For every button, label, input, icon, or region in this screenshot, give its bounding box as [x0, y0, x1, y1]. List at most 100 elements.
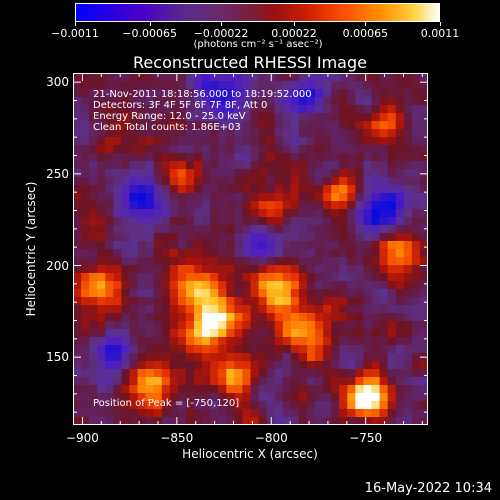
heatmap-cell: [371, 129, 381, 138]
heatmap-cell: [202, 281, 211, 290]
heatmap-cell: [129, 417, 139, 425]
heatmap-cell: [202, 185, 211, 194]
heatmap-cell: [363, 305, 373, 314]
heatmap-cell: [129, 313, 139, 322]
colorbar-tick-label: 0.00022: [271, 27, 317, 40]
heatmap-cell: [371, 273, 381, 282]
heatmap-cell: [218, 145, 227, 154]
heatmap-cell: [242, 105, 252, 114]
heatmap-cell: [411, 177, 421, 186]
heatmap-cell: [282, 81, 292, 90]
heatmap-cell: [315, 193, 324, 202]
heatmap-cell: [355, 225, 365, 234]
heatmap-cell: [363, 337, 373, 346]
heatmap-cell: [258, 121, 268, 130]
heatmap-cell: [355, 321, 365, 330]
heatmap-cell: [355, 81, 365, 90]
heatmap-cell: [331, 121, 340, 130]
heatmap-cell: [363, 81, 373, 90]
heatmap-cell: [363, 249, 373, 258]
heatmap-cell: [194, 177, 203, 186]
heatmap-cell: [242, 201, 252, 210]
heatmap-cell: [250, 225, 260, 234]
heatmap-cell: [290, 225, 300, 234]
heatmap-cell: [202, 401, 211, 410]
heatmap-cell: [242, 233, 252, 242]
heatmap-cell: [137, 105, 147, 114]
heatmap-cell: [177, 225, 187, 234]
heatmap-cell: [339, 177, 348, 186]
heatmap-cell: [218, 177, 227, 186]
heatmap-cell: [97, 73, 106, 82]
heatmap-cell: [185, 345, 195, 354]
heatmap-cell: [395, 225, 405, 234]
heatmap-cell: [202, 233, 211, 242]
heatmap-cell: [81, 281, 90, 290]
heatmap-cell: [137, 401, 147, 410]
heatmap-cell: [331, 273, 340, 282]
heatmap-cell: [371, 409, 381, 418]
heatmap-cell: [395, 257, 405, 266]
heatmap-cell: [306, 353, 316, 362]
heatmap-cell: [226, 289, 235, 298]
heatmap-cell: [161, 369, 171, 378]
heatmap-cell: [306, 289, 316, 298]
heatmap-cell: [323, 225, 332, 234]
heatmap-cell: [258, 297, 268, 306]
heatmap-cell: [137, 417, 147, 425]
heatmap-cell: [323, 177, 332, 186]
heatmap-cell: [258, 345, 268, 354]
heatmap-cell: [258, 361, 268, 370]
heatmap-cell: [419, 369, 428, 378]
heatmap-cell: [282, 217, 292, 226]
heatmap-cell: [266, 161, 276, 170]
heatmap-cell: [137, 337, 147, 346]
heatmap-cell: [395, 273, 405, 282]
heatmap-cell: [258, 81, 268, 90]
heatmap-cell: [210, 241, 219, 250]
heatmap-cell: [347, 273, 356, 282]
heatmap-cell: [371, 265, 381, 274]
heatmap-cell: [315, 353, 324, 362]
heatmap-cell: [89, 113, 98, 122]
heatmap-cell: [161, 401, 171, 410]
heatmap-cell: [73, 273, 82, 282]
heatmap-cell: [315, 377, 324, 386]
heatmap-cell: [137, 281, 147, 290]
heatmap-cell: [194, 297, 203, 306]
heatmap-cell: [298, 289, 308, 298]
heatmap-cell: [282, 345, 292, 354]
heatmap-cell: [250, 273, 260, 282]
heatmap-cell: [266, 369, 276, 378]
heatmap-cell: [129, 249, 139, 258]
heatmap-cell: [97, 89, 106, 98]
heatmap-cell: [218, 305, 227, 314]
heatmap-cell: [153, 393, 163, 402]
heatmap-cell: [387, 417, 397, 425]
heatmap-cell: [202, 377, 211, 386]
heatmap-cell: [137, 329, 147, 338]
heatmap-cell: [331, 105, 340, 114]
heatmap-cell: [250, 201, 260, 210]
heatmap-cell: [355, 185, 365, 194]
heatmap-cell: [315, 225, 324, 234]
heatmap-cell: [145, 233, 155, 242]
heatmap-cell: [234, 249, 244, 258]
heatmap-cell: [202, 273, 211, 282]
heatmap-cell: [323, 121, 332, 130]
heatmap-cell: [363, 409, 373, 418]
heatmap-cell: [339, 249, 348, 258]
heatmap-cell: [419, 129, 428, 138]
heatmap-cell: [363, 113, 373, 122]
heatmap-cell: [387, 345, 397, 354]
heatmap-cell: [331, 305, 340, 314]
heatmap-cell: [395, 297, 405, 306]
heatmap-cell: [153, 89, 163, 98]
heatmap-cell: [129, 209, 139, 218]
heatmap-cell: [121, 345, 131, 354]
heatmap-cell: [210, 145, 219, 154]
heatmap-cell: [202, 73, 211, 82]
heatmap-cell: [411, 249, 421, 258]
heatmap-cell: [274, 281, 284, 290]
heatmap-cell: [266, 329, 276, 338]
